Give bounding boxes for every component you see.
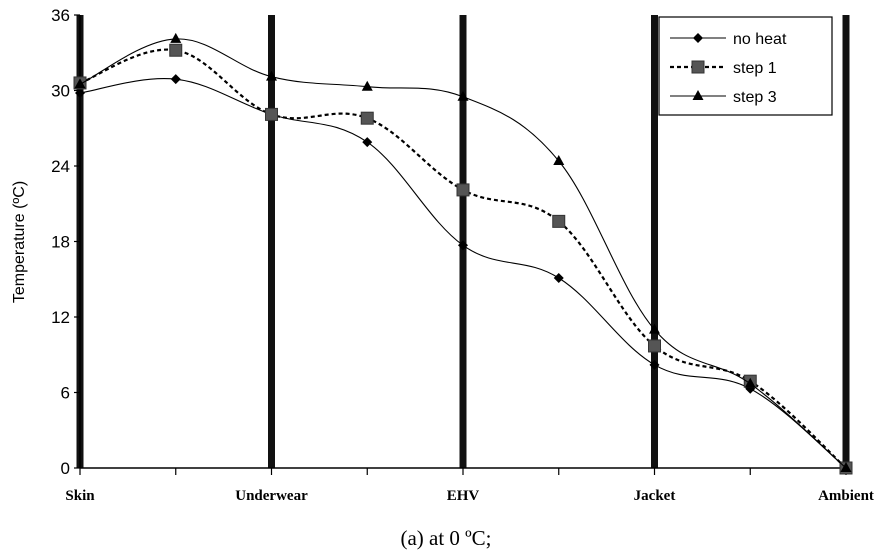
y-tick-label-1: 6 [61,384,70,403]
legend-label-step-3: step 3 [733,89,777,106]
y-tick-label-3: 18 [51,233,70,252]
data-point-step-1-5 [552,214,566,228]
x-tick-label-2: EHV [447,488,480,504]
x-tick-label-4: Ambient [818,488,874,504]
y-tick-label-4: 24 [51,157,70,176]
x-tick-label-0: Skin [65,488,95,504]
legend-label-no-heat: no heat [733,31,787,48]
legend-label-step-1: step 1 [733,60,777,77]
figure-caption: (a) at 0 ºC; [400,526,492,550]
series-step-1 [73,43,853,475]
series-line-step-3 [79,38,847,469]
data-point-step-1-3 [360,111,374,125]
legend-marker-step-1 [691,60,705,74]
data-point-step-3-1 [170,32,182,43]
series-group [73,32,853,475]
series-step-3 [74,32,852,472]
legend-marker-step-3 [692,90,704,100]
data-point-step-3-6 [649,323,660,334]
data-point-no-heat-6 [649,359,660,370]
x-tick-label-3: Jacket [634,488,676,504]
data-point-step-1-6 [648,339,661,353]
data-point-step-1-1 [169,43,183,57]
x-ticks: Skin Underwear EHV Jacket Ambient [65,468,874,504]
data-point-step-1-2 [265,107,278,121]
data-point-no-heat-1 [170,74,181,85]
data-point-no-heat-0 [75,88,85,99]
y-tick-label-2: 12 [51,308,70,327]
data-point-no-heat-3 [362,137,373,148]
y-ticks: 0 6 12 18 24 30 36 [51,6,80,478]
data-point-step-3-2 [266,70,277,81]
y-axis-label: Temperature (ºC) [11,181,28,303]
data-point-step-1-4 [456,183,470,197]
temperature-chart: 0 6 12 18 24 30 36 Skin Underwear EHV Jacket Ambie… [11,6,874,504]
y-tick-label-5: 30 [51,82,70,101]
data-point-step-3-5 [553,154,565,165]
y-tick-label-6: 36 [51,6,70,25]
data-point-no-heat-4 [458,240,468,251]
data-point-step-3-7 [744,377,756,388]
legend-marker-no-heat [693,33,703,43]
data-point-step-3-3 [361,80,373,91]
data-point-step-3-0 [74,78,86,89]
data-point-step-3-4 [457,90,469,101]
data-point-no-heat-5 [553,272,564,283]
y-tick-label-0: 0 [61,459,70,478]
data-point-step-3-8 [840,462,852,472]
x-tick-label-1: Underwear [235,488,308,504]
legend: no heat step 1 step 3 [658,16,833,116]
